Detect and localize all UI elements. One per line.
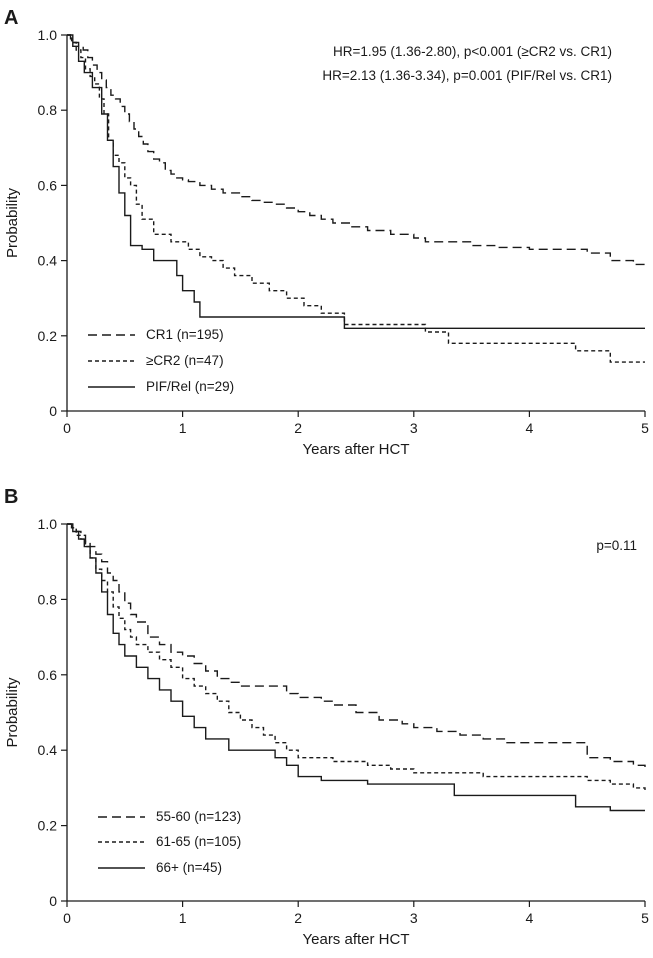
y-tick-label: 0.6 [38,177,58,193]
annotation-text: HR=2.13 (1.36-3.34), p=0.001 (PIF/Rel vs… [322,68,612,83]
series-line-2 [67,34,645,363]
y-tick-label: 0.6 [38,667,58,683]
legend-label-2: ≥CR2 (n=47) [146,353,224,368]
series-line-3 [67,34,645,329]
series-line-1 [67,34,646,269]
legend-label-1: 55-60 (n=123) [156,809,241,824]
y-tick-label: 0.4 [38,253,58,269]
x-tick-label: 5 [641,420,649,436]
panel-label: A [4,7,18,29]
y-axis-title: Probability [4,677,21,748]
x-tick-label: 1 [179,420,187,436]
x-tick-label: 4 [526,420,534,436]
x-tick-label: 3 [410,910,418,926]
y-tick-label: 0 [49,893,57,909]
annotation-text: p=0.11 [596,538,637,553]
chart-panel-b: B 0 1 2 3 4 5 0 0.2 0.4 0.6 0.8 1.0 Years after HCT Pr… [4,486,649,948]
chart-panel-a: A 0 1 2 3 4 5 0 0.2 0.4 0.6 0.8 1.0 Years after HCT Pr… [4,7,649,458]
legend-label-1: CR1 (n=195) [146,327,224,342]
x-axis-title: Years after HCT [303,441,410,458]
series-line-2 [67,523,646,792]
y-axis-title: Probability [4,187,21,258]
x-axis-title: Years after HCT [303,931,410,948]
y-tick-label: 1.0 [38,516,58,532]
x-tick-label: 1 [179,910,187,926]
legend-label-3: 66+ (n=45) [156,860,222,875]
series-line-1 [67,523,646,769]
x-tick-label: 5 [641,910,649,926]
x-tick-label: 3 [410,420,418,436]
y-tick-label: 0.8 [38,591,58,607]
y-tick-label: 0.4 [38,742,58,758]
series-line-3 [67,523,645,812]
y-tick-label: 0 [49,403,57,419]
x-tick-label: 0 [63,420,71,436]
x-tick-label: 2 [294,420,302,436]
annotation-text: HR=1.95 (1.36-2.80), p<0.001 (≥CR2 vs. C… [333,44,612,59]
y-tick-label: 0.8 [38,102,58,118]
legend-label-3: PIF/Rel (n=29) [146,379,234,394]
y-tick-label: 1.0 [38,27,58,43]
y-tick-label: 0.2 [38,328,58,344]
y-tick-label: 0.2 [38,818,58,834]
x-tick-label: 0 [63,910,71,926]
legend-label-2: 61-65 (n=105) [156,834,241,849]
panel-label: B [4,486,18,508]
x-tick-label: 2 [294,910,302,926]
x-tick-label: 4 [526,910,534,926]
